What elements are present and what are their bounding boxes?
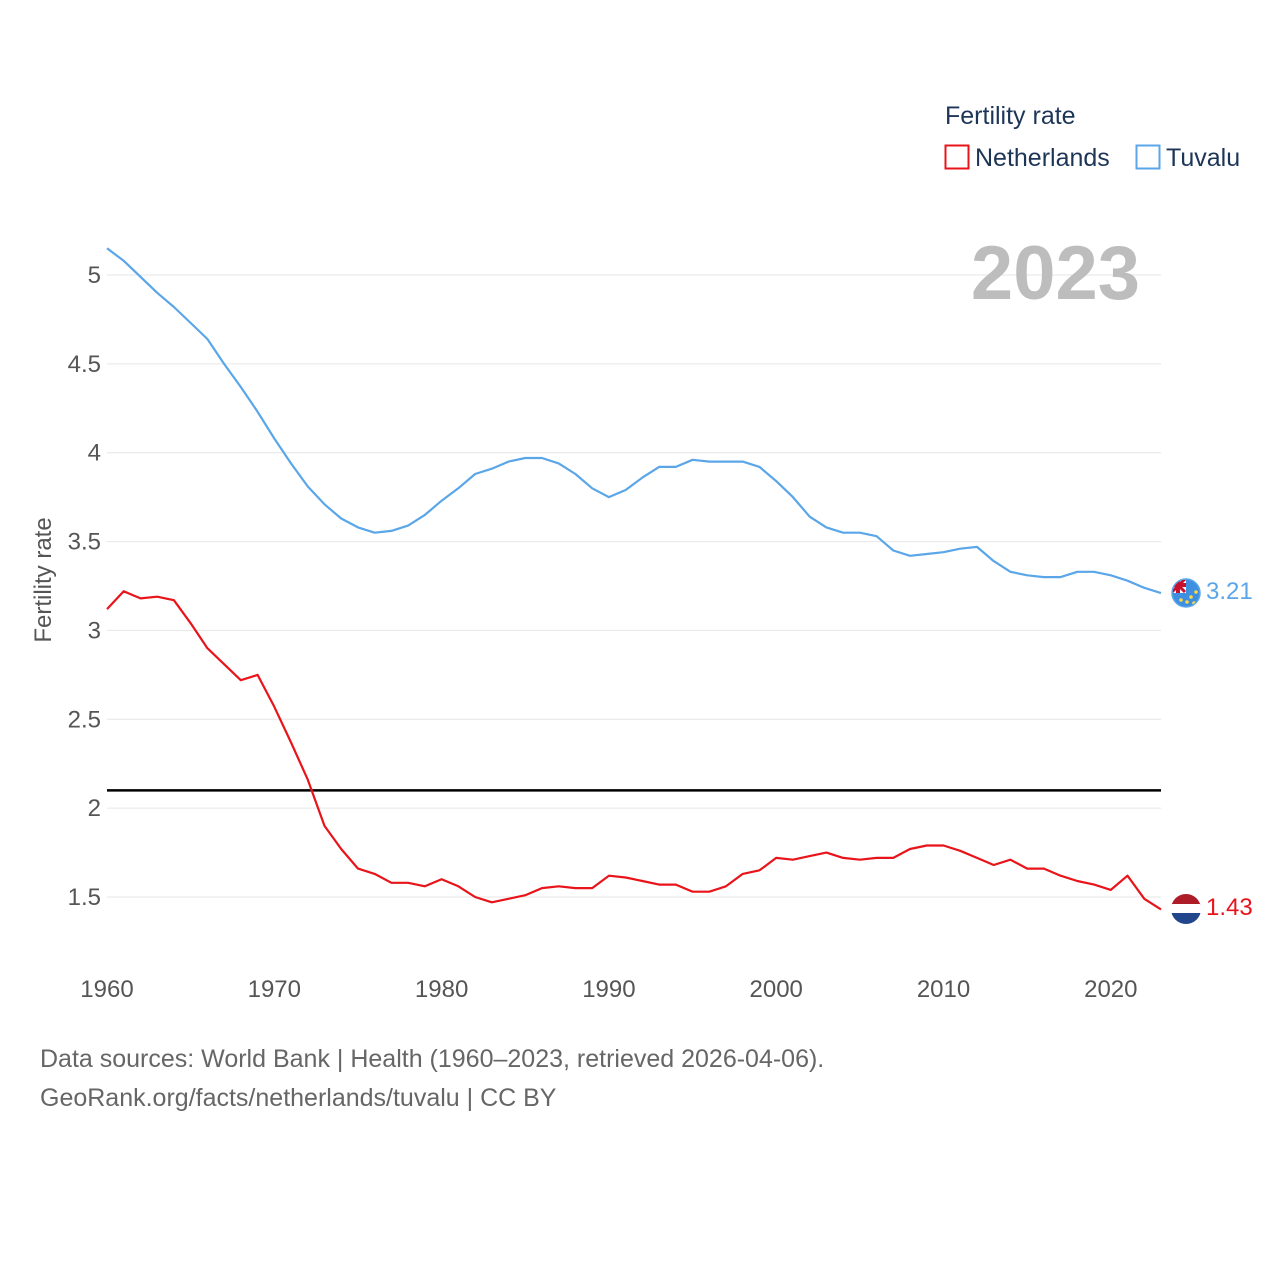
y-tick-label: 4.5	[68, 351, 101, 378]
license-line: GeoRank.org/facts/netherlands/tuvalu | C…	[40, 1084, 557, 1112]
x-tick-label: 1970	[248, 976, 301, 1003]
x-tick-label: 2010	[917, 976, 970, 1003]
netherlands-flag-icon	[1171, 894, 1201, 924]
x-tick-label: 1990	[582, 976, 635, 1003]
y-tick-label: 4	[88, 440, 101, 467]
gridlines	[107, 274, 1161, 898]
source-line: Data sources: World Bank | Health (1960–…	[40, 1045, 825, 1073]
x-axis-ticks: 1960 1970 1980 1990 2000 2010 2020	[80, 976, 1137, 1003]
y-axis-title: Fertility rate	[30, 517, 57, 642]
legend: Fertility rate Netherlands Tuvalu	[944, 102, 1240, 172]
y-tick-label: 2	[88, 795, 101, 822]
x-tick-label: 1960	[80, 976, 133, 1003]
tuvalu-flag-icon	[1172, 579, 1200, 607]
series-lines	[106, 247, 1162, 911]
y-tick-label: 5	[88, 262, 101, 289]
legend-title: Fertility rate	[945, 102, 1076, 130]
end-label-netherlands: 1.43	[1206, 894, 1253, 921]
y-tick-label: 1.5	[68, 884, 101, 911]
series-line-tuvalu	[106, 247, 1162, 595]
y-axis-ticks: 1.5 2 2.5 3 3.5 4 4.5 5	[68, 262, 101, 911]
y-tick-label: 3.5	[68, 529, 101, 556]
x-tick-label: 1980	[415, 976, 468, 1003]
y-tick-label: 3	[88, 617, 101, 644]
legend-label-netherlands: Netherlands	[975, 144, 1110, 172]
year-label: 2023	[971, 231, 1140, 316]
legend-swatch-netherlands	[944, 144, 970, 170]
legend-label-tuvalu: Tuvalu	[1166, 144, 1240, 172]
end-label-tuvalu: 3.21	[1206, 578, 1253, 605]
x-tick-label: 2020	[1084, 976, 1137, 1003]
y-tick-label: 2.5	[68, 706, 101, 733]
x-tick-label: 2000	[750, 976, 803, 1003]
legend-swatch-tuvalu	[1135, 144, 1161, 170]
series-line-netherlands	[106, 590, 1162, 911]
